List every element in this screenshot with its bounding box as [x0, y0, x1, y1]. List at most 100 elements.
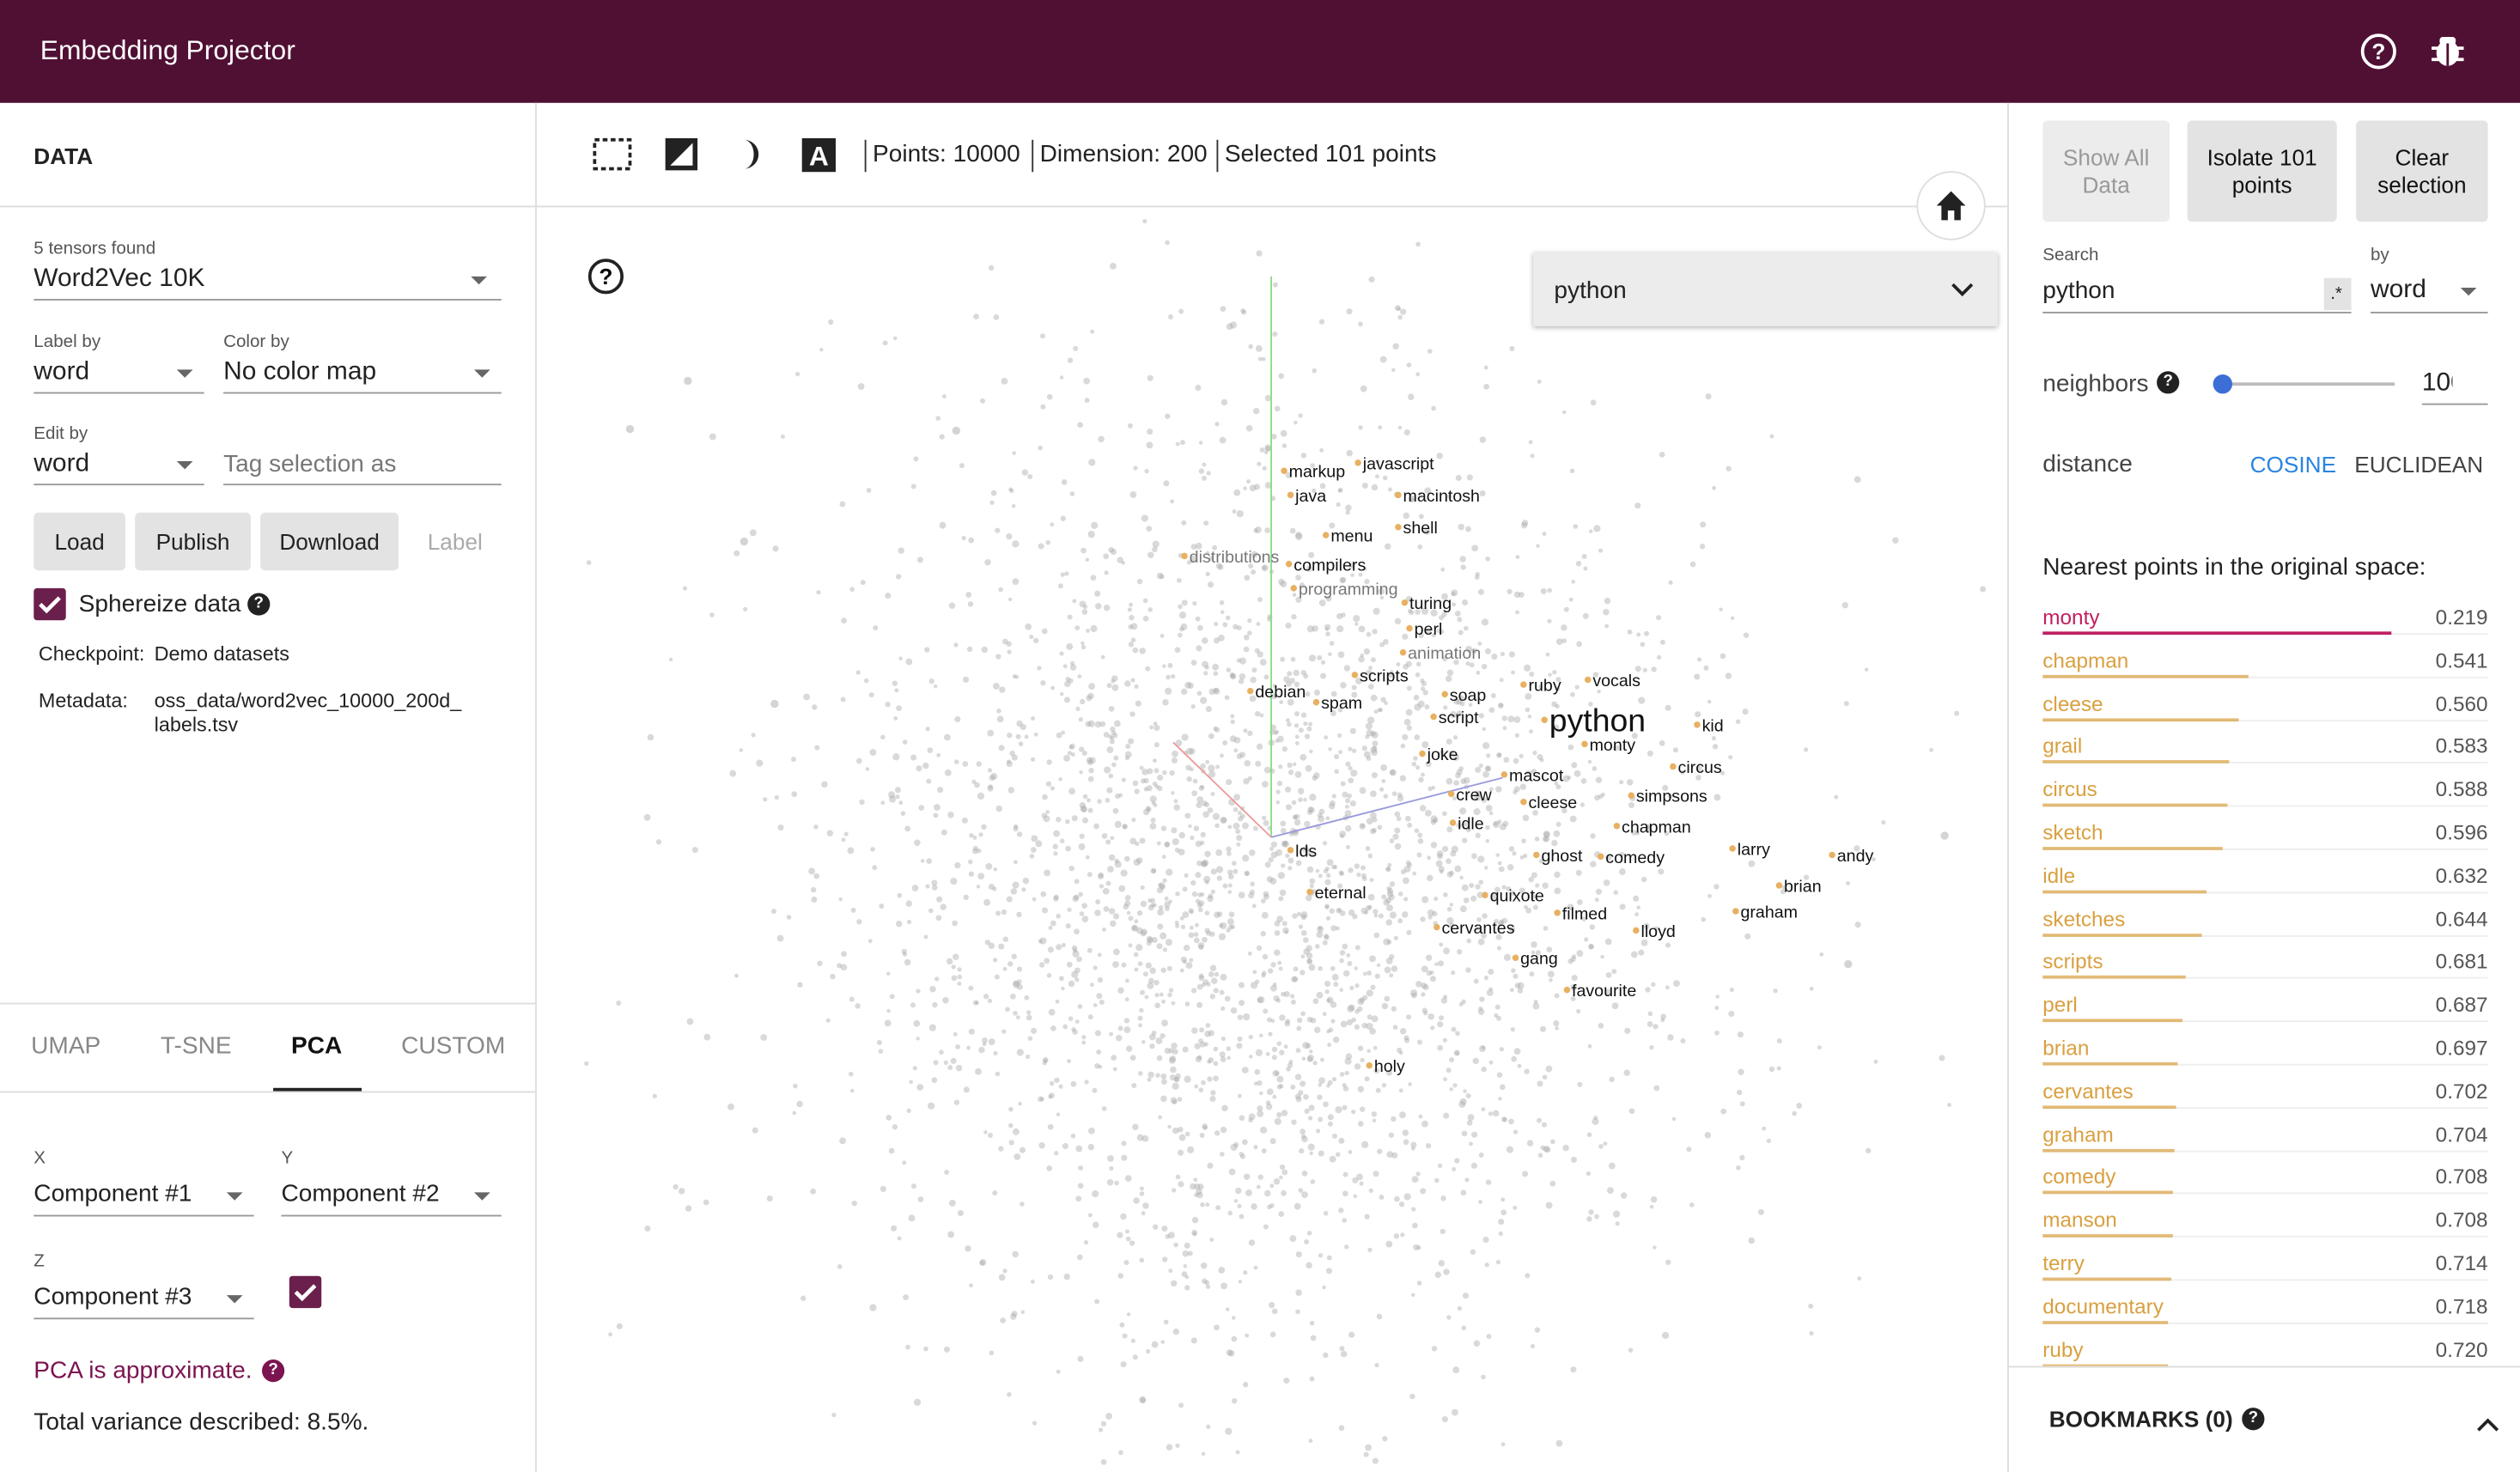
- slider-track[interactable]: [2222, 382, 2395, 386]
- point: [1160, 1340, 1166, 1344]
- selected-point: [1694, 721, 1701, 728]
- button-label[interactable]: Show All: [2062, 144, 2150, 171]
- select[interactable]: Component #2: [281, 1180, 440, 1208]
- neighbor-word[interactable]: perl: [2042, 992, 2078, 1017]
- help-icon[interactable]: ?: [247, 593, 271, 616]
- button-label[interactable]: Data: [2082, 172, 2130, 198]
- point: [1421, 740, 1429, 749]
- button-label[interactable]: Clear: [2395, 144, 2450, 171]
- neighbor-word[interactable]: manson: [2042, 1207, 2117, 1232]
- point: [1364, 910, 1369, 915]
- neighbor-word[interactable]: documentary: [2042, 1293, 2164, 1318]
- point: [1236, 510, 1244, 518]
- tab[interactable]: UMAP: [31, 1032, 101, 1061]
- button[interactable]: [2042, 120, 2170, 222]
- toggle[interactable]: COSINE: [2249, 451, 2337, 477]
- search-input[interactable]: python: [2042, 277, 2115, 305]
- point: [1361, 1140, 1369, 1148]
- tensor-select[interactable]: Word2Vec 10K: [33, 265, 205, 293]
- help-icon[interactable]: ?: [2242, 1408, 2265, 1431]
- button-label[interactable]: Load: [54, 528, 105, 555]
- neighbor-word[interactable]: sketch: [2042, 820, 2103, 845]
- point: [1060, 515, 1066, 521]
- bookmarks-title[interactable]: BOOKMARKS (0): [2048, 1406, 2233, 1432]
- select[interactable]: Component #1: [33, 1180, 192, 1208]
- neighbor-word[interactable]: idle: [2042, 863, 2076, 888]
- neighbor-word[interactable]: comedy: [2042, 1165, 2116, 1189]
- help-icon[interactable]: ?: [2157, 371, 2180, 394]
- neighbor-word[interactable]: sketches: [2042, 906, 2126, 931]
- select[interactable]: word: [33, 358, 90, 386]
- plot-help[interactable]: ?: [587, 257, 625, 295]
- point: [1474, 575, 1480, 581]
- regex-label[interactable]: .*: [2330, 284, 2342, 304]
- neighbor-word[interactable]: graham: [2042, 1122, 2114, 1147]
- point: [1392, 1025, 1398, 1031]
- point: [961, 535, 966, 541]
- point: [1776, 1038, 1782, 1044]
- neighbor-word[interactable]: scripts: [2042, 949, 2103, 974]
- home-button[interactable]: [1913, 167, 1990, 248]
- point: [1201, 861, 1208, 867]
- point: [971, 779, 977, 784]
- button-label[interactable]: Download: [279, 528, 380, 555]
- neighbor-word[interactable]: brian: [2042, 1035, 2090, 1061]
- point: [1339, 871, 1345, 877]
- toggle[interactable]: EUCLIDEAN: [2354, 451, 2484, 477]
- point: [1611, 969, 1617, 975]
- point: [1090, 329, 1095, 334]
- point: [1195, 872, 1202, 879]
- button-label[interactable]: selection: [2377, 172, 2467, 198]
- tab[interactable]: PCA: [290, 1032, 343, 1061]
- neighbor-word[interactable]: circus: [2042, 777, 2097, 802]
- point: [1346, 449, 1353, 457]
- dropdown[interactable]: [1533, 252, 1998, 326]
- point: [1416, 1245, 1421, 1250]
- header-icons[interactable]: ?: [2356, 29, 2472, 74]
- number-input[interactable]: 100: [2421, 369, 2453, 398]
- point: [1781, 885, 1787, 890]
- point: [1318, 1083, 1323, 1087]
- neighbor-word[interactable]: monty: [2042, 605, 2100, 630]
- right-panel: [2007, 102, 2520, 1472]
- neighbor-word[interactable]: ruby: [2042, 1336, 2084, 1362]
- neighbor-word[interactable]: cleese: [2042, 690, 2103, 715]
- tab[interactable]: CUSTOM: [401, 1032, 506, 1061]
- button[interactable]: [2187, 120, 2337, 222]
- button-label[interactable]: points: [2231, 172, 2292, 198]
- neighbor-word[interactable]: chapman: [2042, 648, 2129, 672]
- neighbor-word[interactable]: cervantes: [2042, 1079, 2133, 1104]
- slider-knob[interactable]: [2213, 374, 2233, 394]
- toolbar-icons[interactable]: A: [587, 131, 843, 179]
- select[interactable]: Component #3: [33, 1283, 192, 1311]
- text-input[interactable]: Tag selection as: [223, 450, 397, 478]
- point: [1631, 733, 1638, 739]
- tab[interactable]: T-SNE: [160, 1032, 232, 1061]
- checkbox[interactable]: [33, 587, 66, 621]
- select[interactable]: word: [33, 449, 90, 477]
- point: [1420, 1188, 1427, 1195]
- button[interactable]: [33, 512, 125, 571]
- point: [1259, 1033, 1263, 1038]
- button[interactable]: [260, 512, 399, 571]
- select[interactable]: No color map: [223, 358, 377, 386]
- button-label[interactable]: Publish: [155, 528, 230, 555]
- point: [1029, 854, 1035, 859]
- regex-toggle[interactable]: [2323, 277, 2352, 311]
- dropdown-value[interactable]: python: [1554, 277, 1627, 305]
- neighbor-word[interactable]: grail: [2042, 733, 2083, 758]
- point: [1259, 713, 1264, 718]
- button[interactable]: [135, 512, 251, 571]
- point: [1324, 934, 1330, 940]
- point: [1581, 553, 1587, 559]
- checkbox[interactable]: [289, 1275, 322, 1309]
- button[interactable]: [2356, 120, 2488, 222]
- select[interactable]: word: [2370, 276, 2426, 304]
- neighbor-word[interactable]: terry: [2042, 1250, 2085, 1275]
- point: [1045, 810, 1050, 814]
- point: [1247, 630, 1252, 636]
- help-icon[interactable]: ?: [262, 1359, 285, 1383]
- button-label[interactable]: Isolate 101: [2207, 144, 2317, 171]
- point: [1013, 824, 1019, 829]
